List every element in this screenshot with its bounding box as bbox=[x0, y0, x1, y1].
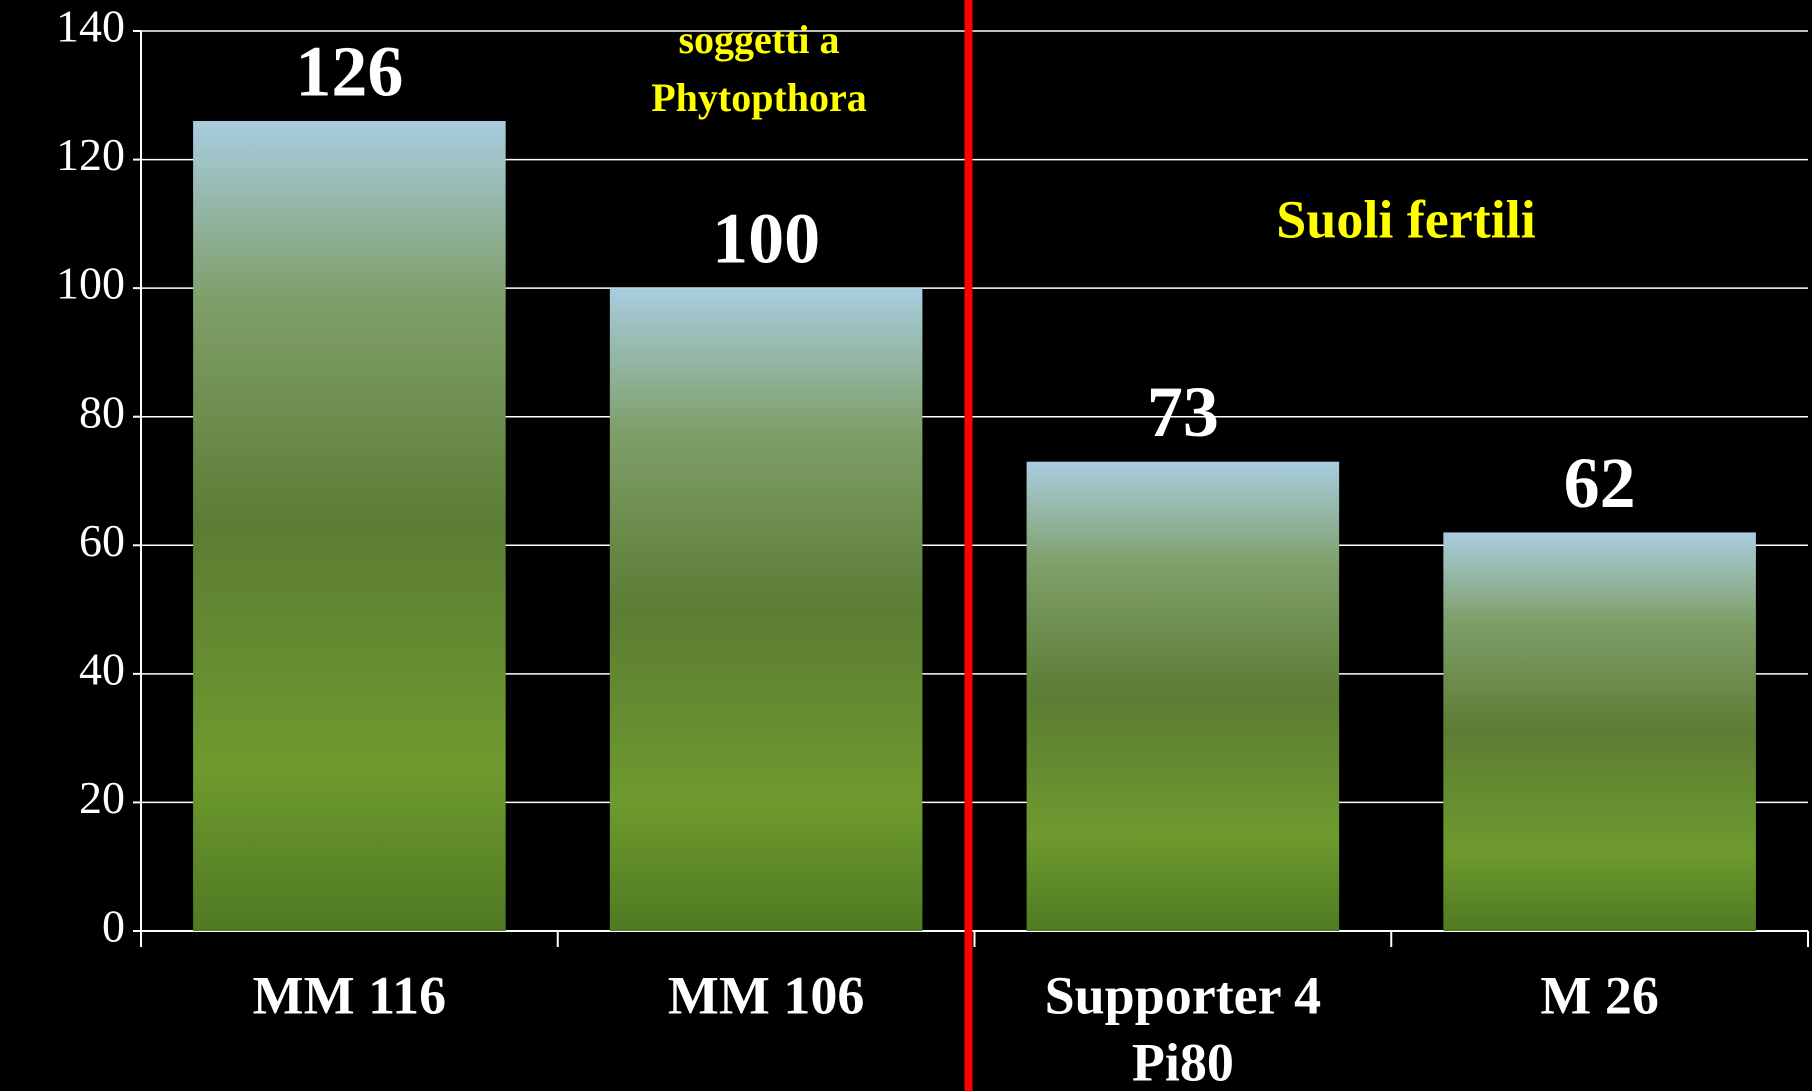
annotation: soggetti a bbox=[678, 17, 839, 62]
y-tick-label: 40 bbox=[79, 643, 125, 694]
bar bbox=[1443, 532, 1756, 931]
annotation: Suoli fertili bbox=[1276, 189, 1535, 249]
value-label: 100 bbox=[712, 199, 820, 279]
y-tick-label: 140 bbox=[56, 1, 125, 52]
value-label: 62 bbox=[1564, 443, 1636, 523]
y-tick-label: 100 bbox=[56, 258, 125, 309]
x-tick-label: Pi80 bbox=[1132, 1032, 1234, 1091]
bar bbox=[1027, 462, 1340, 931]
annotation: Suoli sciolti non bbox=[623, 0, 894, 4]
chart: 0 20 40 60 80 100 120 140 MM 116 126 MM 106 100 Supp… bbox=[0, 0, 1812, 1091]
y-tick-label: 80 bbox=[79, 386, 125, 437]
y-tick-label: 20 bbox=[79, 772, 125, 823]
bar bbox=[610, 288, 923, 931]
x-tick-label: MM 106 bbox=[668, 965, 864, 1025]
page: {"chart_data": { "type": "bar", "categor… bbox=[0, 0, 1812, 1091]
x-tick-label: M 26 bbox=[1540, 965, 1658, 1025]
value-label: 126 bbox=[295, 32, 403, 112]
x-tick-label: Supporter 4 bbox=[1045, 965, 1322, 1025]
annotation: Phytopthora bbox=[651, 75, 867, 120]
y-tick-label: 120 bbox=[56, 129, 125, 180]
y-tick-label: 0 bbox=[102, 901, 125, 952]
y-tick-label: 60 bbox=[79, 515, 125, 566]
x-tick-label: MM 116 bbox=[253, 965, 446, 1025]
bar bbox=[193, 121, 506, 931]
value-label: 73 bbox=[1147, 372, 1219, 452]
